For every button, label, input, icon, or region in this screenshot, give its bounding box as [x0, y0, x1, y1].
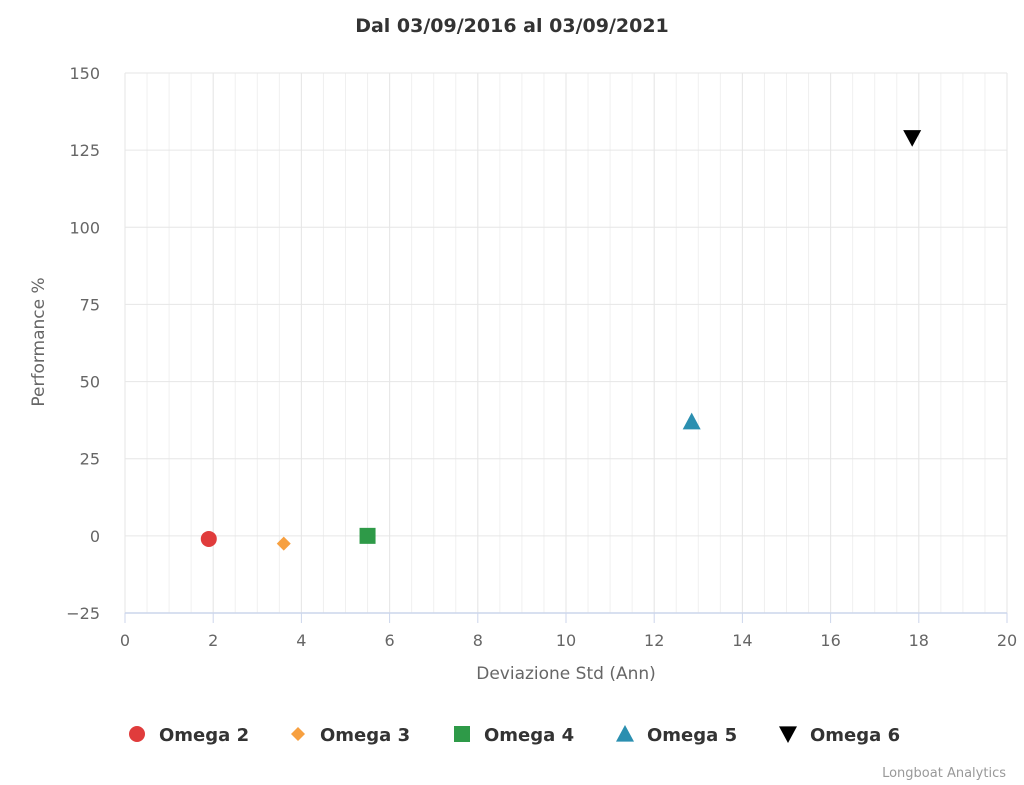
data-point-omega-2[interactable] [200, 530, 217, 547]
x-tick-label: 16 [820, 631, 840, 650]
y-axis-title: Performance % [29, 277, 49, 406]
legend-symbol [616, 725, 634, 742]
legend-label: Omega 4 [484, 725, 574, 746]
y-tick-label: 75 [80, 295, 100, 314]
y-tick-label: 25 [80, 450, 100, 469]
legend-item-omega-6[interactable]: Omega 6 [779, 725, 900, 746]
legend-symbol [129, 726, 145, 742]
legend-label: Omega 5 [647, 725, 737, 746]
legend-item-omega-2[interactable]: Omega 2 [129, 725, 249, 746]
data-points [200, 130, 922, 551]
y-tick-label: 125 [69, 141, 100, 160]
legend-item-omega-4[interactable]: Omega 4 [454, 725, 574, 746]
y-axis-ticks: −25 0 25 50 75 100 125 150 [66, 64, 100, 623]
legend-label: Omega 2 [159, 725, 249, 746]
data-point-omega-3[interactable] [276, 536, 291, 551]
x-tick-label: 14 [732, 631, 752, 650]
legend-symbol [291, 727, 305, 741]
legend-item-omega-5[interactable]: Omega 5 [616, 725, 737, 746]
legend-label: Omega 3 [320, 725, 410, 746]
x-tick-label: 8 [473, 631, 483, 650]
y-tick-label: 0 [90, 527, 100, 546]
x-axis-title: Deviazione Std (Ann) [476, 664, 656, 684]
x-axis-ticks: 0 2 4 6 8 10 12 14 16 18 20 [120, 613, 1017, 650]
x-tick-label: 20 [997, 631, 1017, 650]
y-tick-label: −25 [66, 604, 100, 623]
data-point-omega-5[interactable] [682, 412, 701, 430]
credits-text[interactable]: Longboat Analytics [882, 766, 1006, 781]
x-tick-label: 4 [296, 631, 306, 650]
legend-symbol [779, 726, 797, 743]
x-tick-label: 18 [909, 631, 929, 650]
data-point-omega-6[interactable] [903, 130, 922, 147]
x-tick-label: 6 [385, 631, 395, 650]
legend-label: Omega 6 [810, 725, 900, 746]
x-tick-label: 10 [556, 631, 576, 650]
x-tick-label: 12 [644, 631, 664, 650]
legend-symbol [454, 726, 470, 742]
data-point-omega-4[interactable] [359, 527, 376, 544]
y-tick-label: 150 [69, 64, 100, 83]
x-tick-label: 0 [120, 631, 130, 650]
y-tick-label: 100 [69, 218, 100, 237]
legend: Omega 2 Omega 3 Omega 4 Omega 5 Omega 6 [129, 725, 900, 746]
legend-item-omega-3[interactable]: Omega 3 [291, 725, 410, 746]
x-tick-label: 2 [208, 631, 218, 650]
chart-title: Dal 03/09/2016 al 03/09/2021 [355, 15, 669, 37]
y-tick-label: 50 [80, 373, 100, 392]
